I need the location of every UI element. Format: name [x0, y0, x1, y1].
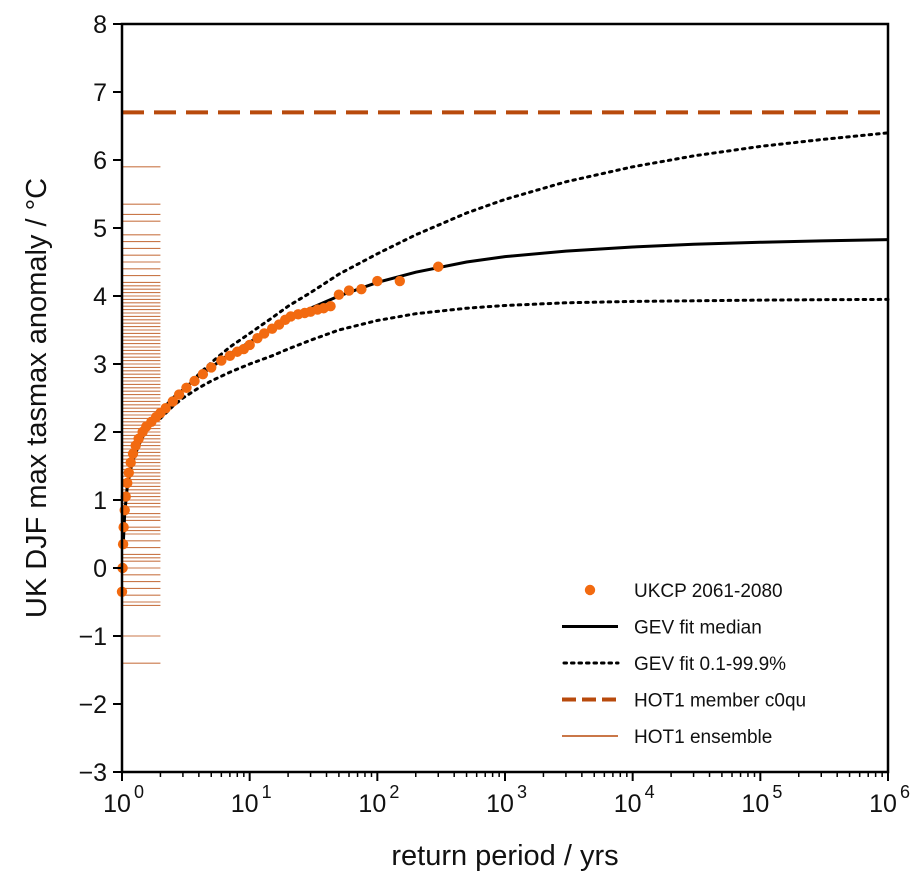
hot1-ensemble-rug	[123, 166, 161, 664]
x-tick-label: 10	[869, 790, 897, 818]
scatter-point	[433, 261, 444, 272]
plot-area	[116, 110, 890, 664]
y-tick-label: 8	[93, 11, 107, 39]
scatter-point	[372, 275, 383, 287]
scatter-point	[206, 362, 217, 373]
y-tick-label: 3	[93, 351, 107, 379]
legend: UKCP 2061-2080 GEV fit median GEV fit 0.1-…	[562, 581, 806, 748]
scatter-point	[160, 403, 171, 414]
gev-fit-median-line	[121, 238, 889, 548]
x-tick-label: 10	[231, 790, 259, 818]
scatter-point	[173, 389, 185, 400]
x-tick-exponent: 2	[389, 782, 399, 802]
y-tick-label: 0	[93, 555, 107, 583]
x-tick-label: 10	[358, 790, 386, 818]
y-tick-label: −1	[78, 623, 107, 651]
gev-fit-upper-line	[143, 131, 890, 431]
scatter-point	[125, 457, 136, 468]
legend-swatch	[584, 584, 596, 596]
legend-label: UKCP 2061-2080	[634, 581, 783, 602]
scatter-point	[181, 382, 192, 393]
scatter-point	[244, 339, 255, 351]
scatter-point	[122, 477, 133, 489]
scatter-point	[127, 448, 139, 459]
scatter-point	[189, 375, 200, 387]
legend-label: GEV fit 0.1-99.9%	[634, 654, 786, 675]
y-tick-label: −2	[78, 691, 107, 719]
gev-fit-median	[121, 238, 889, 548]
y-tick-label: 2	[93, 419, 107, 447]
legend-label: HOT1 ensemble	[634, 727, 772, 748]
scatter-point	[123, 467, 134, 478]
scatter-point	[343, 285, 355, 296]
scatter-point	[356, 284, 367, 295]
x-tick-label: 10	[614, 790, 642, 818]
x-tick-label: 10	[486, 790, 514, 818]
x-tick-label: 10	[103, 790, 131, 818]
y-tick-label: −3	[78, 759, 107, 787]
gev-fit-band	[143, 131, 890, 431]
scatter-point	[118, 522, 129, 533]
scatter-point	[333, 289, 345, 300]
scatter-point	[216, 355, 227, 366]
x-axis: 10 0 10 1 10 2 10 3 10 4 10 5 10 6	[103, 772, 910, 818]
y-tick-label: 6	[93, 147, 107, 175]
y-axis: −3 −2 −1 0 1 2 3 4 5 6 7 8	[78, 11, 122, 787]
x-tick-exponent: 6	[900, 782, 910, 802]
y-tick-label: 1	[93, 487, 107, 515]
scatter-point	[394, 275, 406, 287]
legend-label: HOT1 member c0qu	[634, 691, 806, 712]
y-tick-label: 7	[93, 79, 107, 107]
x-tick-label: 10	[741, 790, 769, 818]
scatter-point	[197, 369, 209, 380]
y-axis-label: UK DJF max tasmax anomaly / °C	[21, 178, 53, 618]
scatter-point	[259, 328, 270, 339]
y-tick-label: 4	[93, 283, 107, 311]
scatter-point	[167, 396, 179, 407]
legend-label: GEV fit median	[634, 618, 762, 639]
y-tick-label: 5	[93, 215, 107, 243]
scatter-point	[325, 301, 336, 312]
x-tick-exponent: 0	[134, 782, 144, 802]
x-tick-exponent: 5	[772, 782, 782, 802]
ukcp-scatter	[116, 261, 444, 597]
x-tick-exponent: 1	[262, 782, 272, 802]
gev-fit-lower-line	[158, 297, 890, 420]
x-axis-label: return period / yrs	[391, 840, 618, 872]
x-tick-exponent: 3	[517, 782, 527, 802]
x-tick-exponent: 4	[645, 782, 655, 802]
